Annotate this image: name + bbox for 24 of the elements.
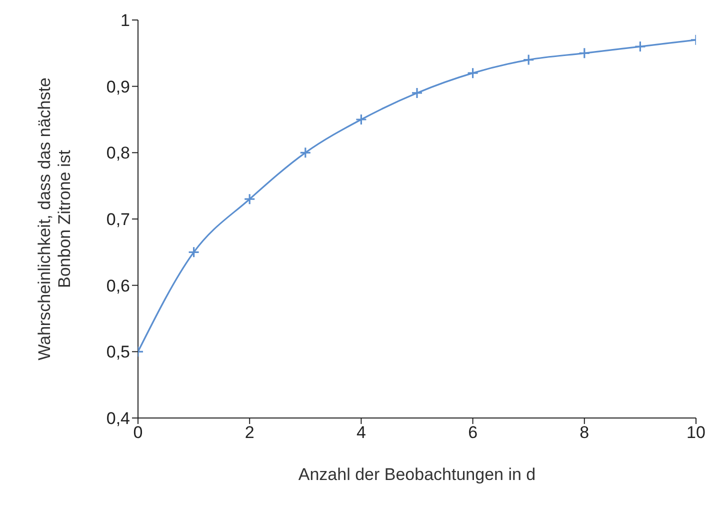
point xyxy=(522,54,534,66)
point xyxy=(355,114,367,126)
point xyxy=(467,67,479,79)
point xyxy=(578,47,590,59)
y-tick-label: 0,6 xyxy=(106,276,130,296)
x-tick-label: 2 xyxy=(244,423,254,442)
x-tick-label: 6 xyxy=(468,423,478,442)
y-tick-label: 0,7 xyxy=(106,210,130,230)
x-tick-label: 0 xyxy=(133,423,143,442)
y-tick-label: 1 xyxy=(120,11,130,30)
point xyxy=(244,193,256,205)
x-tick-label: 4 xyxy=(356,423,366,442)
y-axis-title: Wahrscheinlichkeit, dass das nächste Bonbon Zitrone ist xyxy=(35,78,74,360)
y-tick-label: 0,5 xyxy=(106,342,130,362)
point xyxy=(411,87,423,99)
point xyxy=(300,146,312,158)
x-axis-title: Anzahl der Beobachtungen in d xyxy=(298,465,536,484)
point xyxy=(188,246,200,258)
y-tick-label: 0,8 xyxy=(106,144,130,163)
y-tick-label: 0,4 xyxy=(106,409,130,428)
x-tick-label: 8 xyxy=(580,423,590,442)
y-tick-label: 0,9 xyxy=(106,77,130,96)
x-tick-label: 10 xyxy=(686,423,706,442)
point xyxy=(634,40,646,52)
